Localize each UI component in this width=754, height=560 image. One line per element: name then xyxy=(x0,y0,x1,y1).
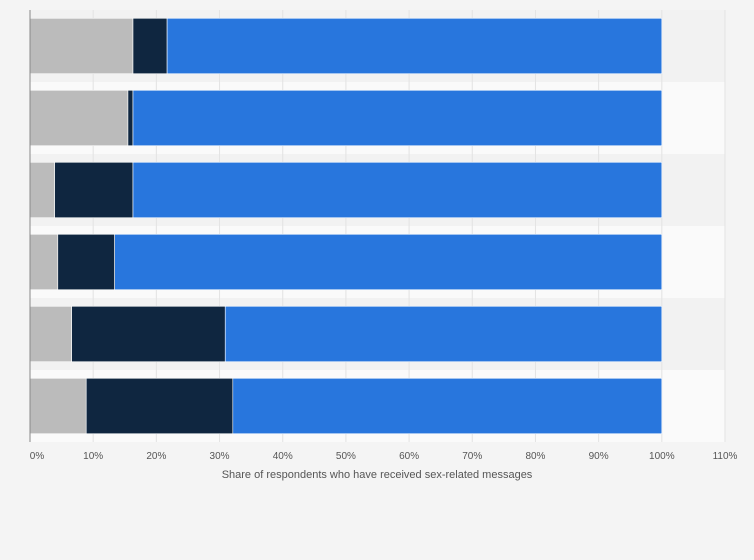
row-bands xyxy=(30,10,725,442)
x-axis-label: Share of respondents who have received s… xyxy=(222,469,533,481)
bar-segment xyxy=(127,89,134,147)
bar-segment xyxy=(54,161,134,219)
bar-segment xyxy=(29,233,59,291)
bar-segment xyxy=(114,233,663,291)
x-tick-label: 10% xyxy=(83,451,103,462)
bar-segment xyxy=(29,89,129,147)
x-tick-label: 30% xyxy=(210,451,230,462)
x-tick-label: 50% xyxy=(336,451,356,462)
x-tick-label: 90% xyxy=(589,451,609,462)
bar-segment xyxy=(132,17,168,75)
bar-segment xyxy=(29,377,87,435)
bars xyxy=(29,17,663,435)
bar-segment xyxy=(85,377,234,435)
x-tick-label: 60% xyxy=(399,451,419,462)
x-tick-label: 80% xyxy=(525,451,545,462)
x-tick-label: 20% xyxy=(146,451,166,462)
x-tick-label: 110% xyxy=(713,451,738,462)
bar-segment xyxy=(166,17,663,75)
gridlines xyxy=(92,10,726,442)
bar-segment xyxy=(29,17,134,75)
bar-segment xyxy=(57,233,115,291)
x-tick-label: 70% xyxy=(462,451,482,462)
x-tick-label: 0% xyxy=(30,451,45,462)
bar-segment xyxy=(232,377,663,435)
bar-segment xyxy=(132,161,663,219)
bar-segment xyxy=(29,305,73,363)
bar-segment xyxy=(132,89,663,147)
x-tick-label: 40% xyxy=(273,451,293,462)
bar-segment xyxy=(224,305,663,363)
bar-segment xyxy=(71,305,226,363)
x-tick-label: 100% xyxy=(649,451,675,462)
x-tick-labels: 0% 10% 20% 30% 40% 50% 60% 70% 80% 90% 100% 110% xyxy=(30,451,738,462)
bar-segment xyxy=(29,161,55,219)
